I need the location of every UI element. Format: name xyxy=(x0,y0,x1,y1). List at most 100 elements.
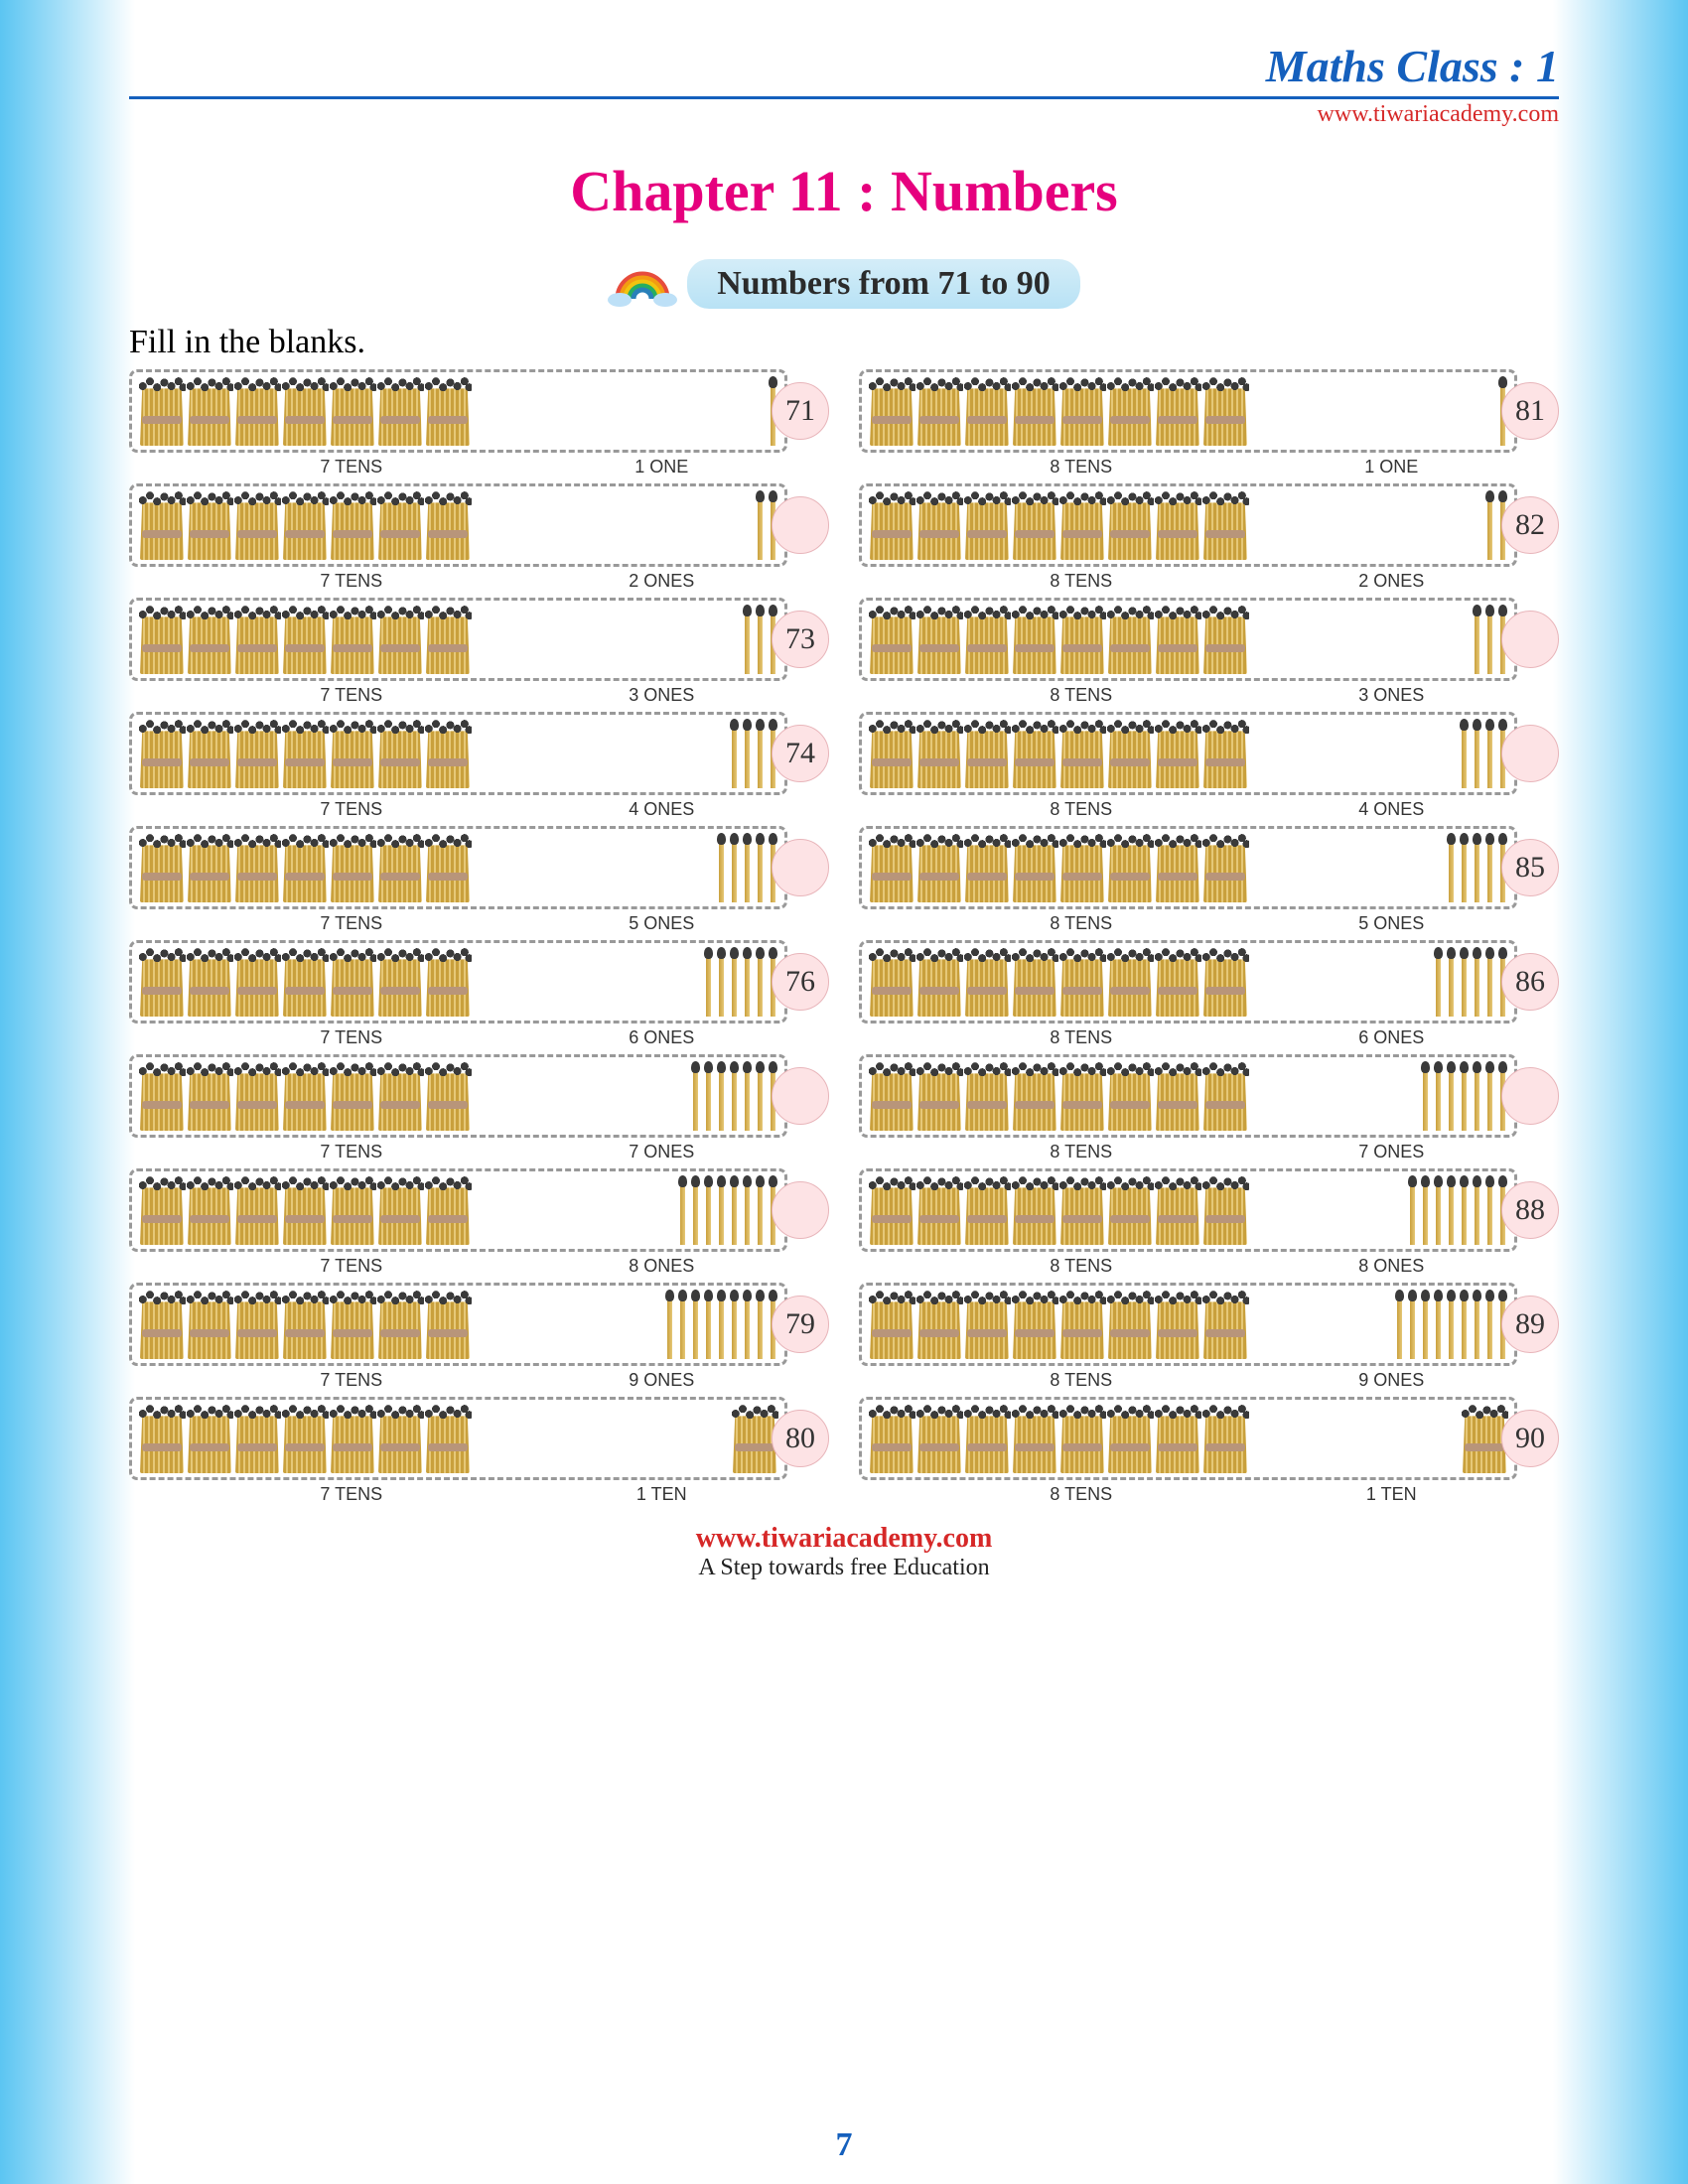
sticks-box xyxy=(129,1397,787,1480)
tens-label: 7 TENS xyxy=(159,1370,544,1391)
match-bundle-icon xyxy=(426,831,470,902)
number-row: 90 8 TENS 1 TEN xyxy=(859,1397,1559,1505)
page-header: Maths Class : 1 www.tiwariacademy.com xyxy=(129,40,1559,128)
match-bundle-icon xyxy=(870,488,914,560)
match-bundle-icon xyxy=(965,603,1009,674)
answer-circle[interactable]: 74 xyxy=(772,725,829,782)
match-bundle-icon xyxy=(426,374,470,446)
match-bundle-icon xyxy=(733,1402,776,1473)
match-bundle-icon xyxy=(378,831,422,902)
number-row: 89 8 TENS 9 ONES xyxy=(859,1283,1559,1391)
match-stick-icon xyxy=(679,1175,686,1245)
match-stick-icon xyxy=(1486,1175,1493,1245)
match-bundle-icon xyxy=(426,488,470,560)
match-bundle-icon xyxy=(1156,1402,1199,1473)
tens-label: 8 TENS xyxy=(889,1256,1274,1277)
answer-circle[interactable]: 86 xyxy=(1501,953,1559,1011)
left-column: 71 7 TENS 1 ONE 7 TENS 2 ONES 73 7 TENS … xyxy=(129,369,829,1511)
sticks-box xyxy=(129,712,787,795)
answer-circle[interactable] xyxy=(772,839,829,896)
match-stick-icon xyxy=(705,1175,712,1245)
match-stick-icon xyxy=(744,1175,751,1245)
match-stick-icon xyxy=(731,1290,738,1359)
number-row: 7 TENS 7 ONES xyxy=(129,1054,829,1162)
answer-circle[interactable] xyxy=(1501,725,1559,782)
match-bundle-icon xyxy=(1013,717,1056,788)
answer-circle[interactable] xyxy=(1501,1067,1559,1125)
match-stick-icon xyxy=(1422,1290,1429,1359)
answer-circle[interactable]: 88 xyxy=(1501,1181,1559,1239)
answer-circle[interactable]: 90 xyxy=(1501,1410,1559,1467)
match-stick-icon xyxy=(1461,1290,1468,1359)
number-row: 80 7 TENS 1 TEN xyxy=(129,1397,829,1505)
tens-label: 8 TENS xyxy=(889,1370,1274,1391)
header-divider xyxy=(129,96,1559,99)
match-bundle-icon xyxy=(378,488,422,560)
match-bundle-icon xyxy=(1108,1402,1152,1473)
match-bundle-icon xyxy=(140,488,184,560)
match-bundle-icon xyxy=(1156,1173,1199,1245)
match-bundle-icon xyxy=(426,1288,470,1359)
answer-circle[interactable] xyxy=(772,1067,829,1125)
match-stick-icon xyxy=(1486,1061,1493,1131)
answer-circle[interactable] xyxy=(772,1181,829,1239)
match-bundle-icon xyxy=(283,1288,327,1359)
ones-label: 1 ONE xyxy=(544,457,780,478)
match-stick-icon xyxy=(744,947,751,1017)
number-row: 71 7 TENS 1 ONE xyxy=(129,369,829,478)
match-stick-icon xyxy=(1486,605,1493,674)
match-bundle-icon xyxy=(870,831,914,902)
match-stick-icon xyxy=(757,833,764,902)
sticks-box xyxy=(129,369,787,453)
match-bundle-icon xyxy=(283,603,327,674)
answer-circle[interactable] xyxy=(772,496,829,554)
match-bundle-icon xyxy=(378,1059,422,1131)
match-bundle-icon xyxy=(188,1402,231,1473)
match-bundle-icon xyxy=(1013,1402,1056,1473)
ones-label: 1 TEN xyxy=(1274,1484,1510,1505)
answer-circle[interactable]: 71 xyxy=(772,382,829,440)
match-stick-icon xyxy=(757,719,764,788)
match-bundle-icon xyxy=(235,1173,279,1245)
match-stick-icon xyxy=(1396,1290,1403,1359)
match-stick-icon xyxy=(731,833,738,902)
sticks-box xyxy=(859,598,1517,681)
answer-circle[interactable]: 79 xyxy=(772,1296,829,1353)
match-stick-icon xyxy=(731,719,738,788)
answer-circle[interactable]: 82 xyxy=(1501,496,1559,554)
ones-label: 2 ONES xyxy=(544,571,780,592)
match-bundle-icon xyxy=(140,945,184,1017)
match-bundle-icon xyxy=(1060,374,1104,446)
tens-label: 8 TENS xyxy=(889,1027,1274,1048)
match-bundle-icon xyxy=(1013,374,1056,446)
match-bundle-icon xyxy=(965,1402,1009,1473)
answer-circle[interactable]: 85 xyxy=(1501,839,1559,896)
match-stick-icon xyxy=(705,947,712,1017)
number-row: 85 8 TENS 5 ONES xyxy=(859,826,1559,934)
match-bundle-icon xyxy=(283,945,327,1017)
match-bundle-icon xyxy=(1108,1059,1152,1131)
sticks-box xyxy=(129,826,787,909)
match-bundle-icon xyxy=(965,488,1009,560)
answer-circle[interactable]: 80 xyxy=(772,1410,829,1467)
answer-circle[interactable]: 76 xyxy=(772,953,829,1011)
ones-label: 5 ONES xyxy=(1274,913,1510,934)
answer-circle[interactable]: 81 xyxy=(1501,382,1559,440)
match-stick-icon xyxy=(705,1290,712,1359)
match-bundle-icon xyxy=(426,1402,470,1473)
ones-label: 1 ONE xyxy=(1274,457,1510,478)
answer-circle[interactable] xyxy=(1501,611,1559,668)
match-stick-icon xyxy=(744,1061,751,1131)
match-bundle-icon xyxy=(1060,1173,1104,1245)
match-bundle-icon xyxy=(283,831,327,902)
number-row: 82 8 TENS 2 ONES xyxy=(859,483,1559,592)
match-bundle-icon xyxy=(235,1402,279,1473)
match-bundle-icon xyxy=(426,1173,470,1245)
answer-circle[interactable]: 73 xyxy=(772,611,829,668)
match-stick-icon xyxy=(731,1061,738,1131)
match-stick-icon xyxy=(1486,490,1493,560)
match-stick-icon xyxy=(1448,1290,1455,1359)
answer-circle[interactable]: 89 xyxy=(1501,1296,1559,1353)
match-stick-icon xyxy=(718,947,725,1017)
match-bundle-icon xyxy=(283,717,327,788)
